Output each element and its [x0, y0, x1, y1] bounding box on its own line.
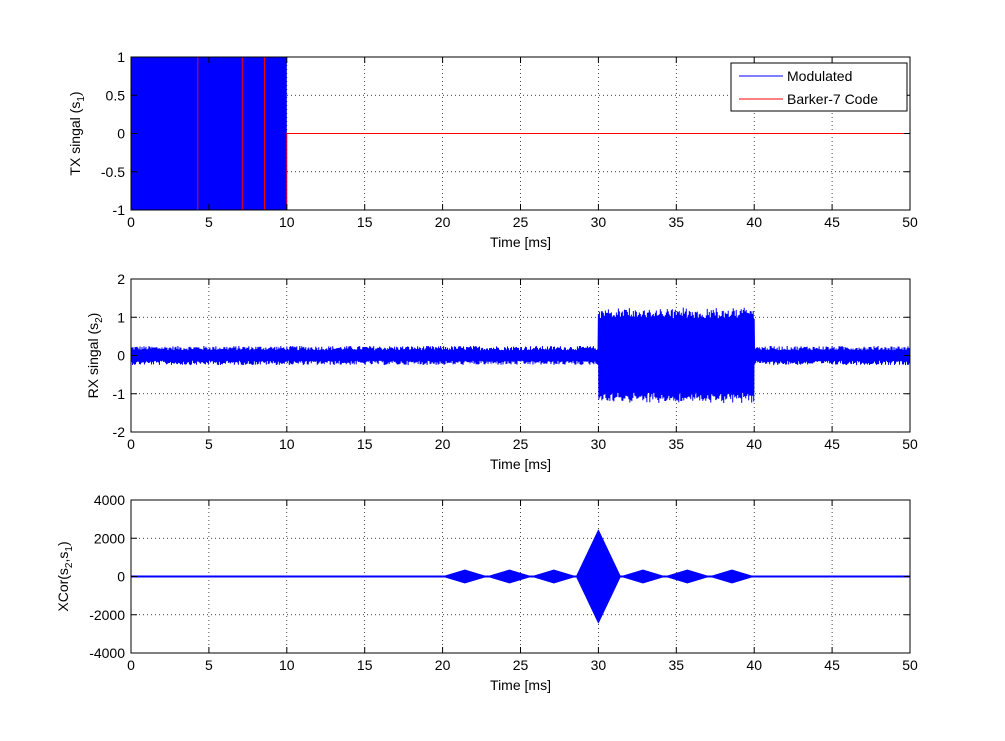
y-tick-label: 2 — [117, 271, 125, 287]
rx-ylabel-end: ) — [85, 313, 101, 318]
tx-plot-area — [131, 56, 910, 211]
y-tick-label: 0 — [117, 569, 125, 585]
x-tick-label: 30 — [591, 657, 607, 673]
rx-ylabel-main: RX singal (s — [85, 323, 101, 398]
x-tick-label: 10 — [279, 436, 295, 452]
rx-ylabel: RX singal (s2) — [85, 313, 105, 399]
x-tick-label: 30 — [591, 436, 607, 452]
x-tick-label: 25 — [513, 436, 529, 452]
rx-ticks: 0 5 10 15 20 25 30 35 40 45 50 -2 -1 0 1 2 — [113, 271, 918, 452]
y-tick-label: -1 — [113, 386, 126, 402]
x-tick-label: 5 — [205, 657, 213, 673]
tx-legend: Modulated Barker-7 Code — [730, 62, 908, 112]
x-tick-label: 0 — [127, 214, 135, 230]
x-tick-label: 5 — [205, 436, 213, 452]
tx-ylabel-sub: 1 — [76, 96, 87, 102]
y-tick-label: 0.5 — [106, 87, 126, 103]
legend-box — [730, 62, 908, 112]
x-tick-label: 50 — [902, 657, 918, 673]
x-tick-label: 10 — [279, 657, 295, 673]
xcorr-ylabel-sub2: 1 — [64, 546, 75, 552]
x-tick-label: 50 — [902, 214, 918, 230]
x-tick-label: 15 — [357, 214, 373, 230]
rx-signal-axes: 0 5 10 15 20 25 30 35 40 45 50 -2 -1 0 1 2 Time [ms] RX… — [85, 271, 918, 472]
y-tick-label: -4000 — [89, 645, 125, 661]
xcorr-plot-area — [131, 529, 910, 624]
xcorr-ylabel-mid: ,s — [55, 552, 71, 563]
xcorr-ylabel-end: ) — [55, 541, 71, 546]
x-tick-label: 40 — [746, 657, 762, 673]
xcorr-ylabel: XCor(s2,s1) — [55, 541, 75, 611]
y-tick-label: -0.5 — [101, 164, 125, 180]
y-tick-label: 1 — [117, 49, 125, 65]
xcorr-lobe — [708, 569, 756, 584]
x-tick-label: 5 — [205, 214, 213, 230]
xcorr-xlabel: Time [ms] — [490, 677, 551, 693]
tx-ylabel: TX singal (s1) — [67, 91, 87, 175]
x-tick-label: 20 — [435, 214, 451, 230]
x-tick-label: 35 — [669, 657, 685, 673]
x-tick-label: 15 — [357, 436, 373, 452]
x-tick-label: 35 — [669, 436, 685, 452]
x-tick-label: 25 — [513, 214, 529, 230]
tx-ticks: 0 5 10 15 20 25 30 35 40 45 50 -1 -0.5 0 0.5 1 — [101, 49, 918, 230]
x-tick-label: 45 — [824, 214, 840, 230]
x-tick-label: 40 — [746, 214, 762, 230]
xcorr-axes: 0 5 10 15 20 25 30 35 40 45 50-4000-2000020004000 … — [55, 492, 918, 693]
rx-signal-line — [130, 307, 911, 404]
x-tick-label: 15 — [357, 657, 373, 673]
tx-signal-axes: 0 5 10 15 20 25 30 35 40 45 50 -1 -0.5 0 0.5 1 Time [ms… — [67, 49, 918, 250]
y-tick-label: 0 — [117, 126, 125, 142]
tx-xlabel: Time [ms] — [490, 234, 551, 250]
x-tick-label: 25 — [513, 657, 529, 673]
modulated-signal-band — [131, 57, 287, 210]
y-tick-label: -2000 — [89, 607, 125, 623]
x-tick-label: 40 — [746, 436, 762, 452]
x-tick-label: 50 — [902, 436, 918, 452]
x-tick-label: 10 — [279, 214, 295, 230]
y-tick-label: -2 — [113, 424, 126, 440]
xcorr-ticks: 0 5 10 15 20 25 30 35 40 45 50 -4000 -2000 0 2000 4000 — [89, 492, 918, 673]
y-tick-label: -1 — [113, 202, 126, 218]
xcorr-ylabel-sub: 2 — [64, 562, 75, 568]
rx-signal-burst — [598, 318, 755, 393]
x-tick-label: 45 — [824, 436, 840, 452]
x-tick-label: 45 — [824, 657, 840, 673]
tx-ylabel-end: ) — [67, 91, 83, 96]
tx-ylabel-main: TX singal (s — [67, 102, 83, 176]
x-tick-label: 20 — [435, 657, 451, 673]
xcorr-ylabel-main: XCor(s — [55, 568, 71, 612]
rx-xlabel: Time [ms] — [490, 456, 551, 472]
rx-ylabel-sub: 2 — [94, 317, 105, 323]
legend-label-modulated: Modulated — [787, 68, 852, 84]
x-tick-label: 0 — [127, 436, 135, 452]
x-tick-label: 0 — [127, 657, 135, 673]
y-tick-label: 4000 — [94, 492, 125, 508]
y-tick-label: 2000 — [94, 530, 125, 546]
x-tick-label: 35 — [669, 214, 685, 230]
rx-plot-area — [130, 307, 911, 404]
x-tick-label: 30 — [591, 214, 607, 230]
y-tick-label: 0 — [117, 348, 125, 364]
y-tick-label: 1 — [117, 309, 125, 325]
x-tick-label: 20 — [435, 436, 451, 452]
legend-label-barker: Barker-7 Code — [787, 91, 878, 107]
